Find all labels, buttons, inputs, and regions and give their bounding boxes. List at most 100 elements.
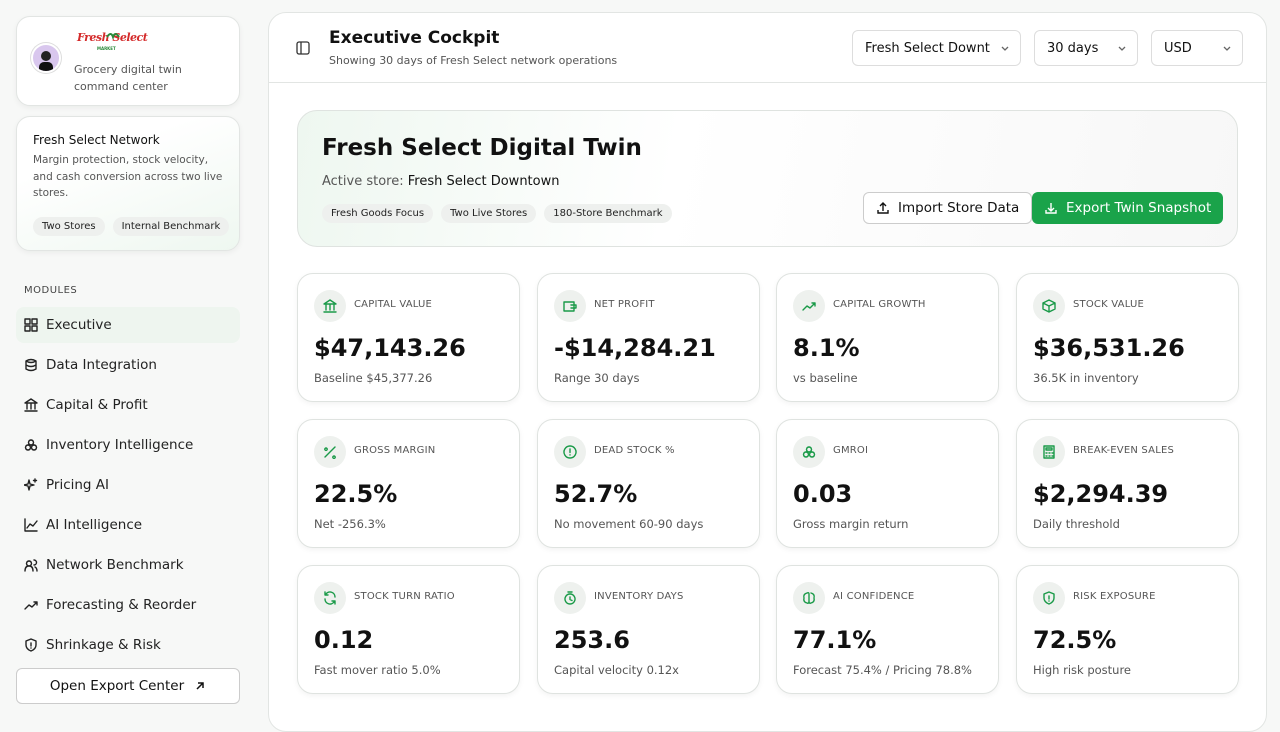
active-store: Active store: Fresh Select Downtown <box>322 174 559 189</box>
network-tag: Two Stores <box>33 217 105 236</box>
metric-label: INVENTORY DAYS <box>594 591 684 602</box>
metric-label: CAPITAL VALUE <box>354 299 433 310</box>
select[interactable]: 30 days <box>1034 30 1138 66</box>
metric-note: Baseline $45,377.26 <box>314 371 433 385</box>
download-icon <box>1045 203 1057 214</box>
icon <box>1043 591 1055 605</box>
export-button[interactable]: Export Twin Snapshot <box>1032 192 1224 224</box>
network-description: Margin protection, stock velocity, and c… <box>33 154 223 199</box>
metric-card: AI CONFIDENCE 77.1% Forecast 75.4% / Prici… <box>776 565 999 694</box>
metric-label: RISK EXPOSURE <box>1073 591 1156 602</box>
icon <box>802 446 816 458</box>
logo-leaf <box>106 33 120 39</box>
metric-value: 52.7% <box>554 480 638 508</box>
active-store-name: Fresh Select Downtown <box>407 174 560 189</box>
export-center-button[interactable]: Open Export Center <box>16 668 240 704</box>
module-item[interactable]: Capital & Profit <box>16 387 240 423</box>
tagline: Grocery digital twin command center <box>74 63 182 93</box>
select-value: Fresh Select Downtown <box>865 40 990 56</box>
metric-value: $47,143.26 <box>314 334 466 362</box>
metric-card: DEAD STOCK % 52.7% No movement 60-90 days <box>537 419 760 548</box>
icon <box>563 445 577 459</box>
metric-note: Capital velocity 0.12x <box>554 663 679 677</box>
module-label: Capital & Profit <box>46 397 148 413</box>
metric-icon <box>314 582 346 614</box>
logo-sub: MARKET <box>97 46 116 51</box>
metric-icon <box>314 436 346 468</box>
metric-card: RISK EXPOSURE 72.5% High risk posture <box>1016 565 1239 694</box>
hero-tags: Fresh Goods Focus Two Live Stores 180-Stor… <box>322 201 680 223</box>
module-item[interactable]: Pricing AI <box>16 467 240 503</box>
metric-note: No movement 60-90 days <box>554 517 704 531</box>
network-tag: Internal Benchmark <box>112 217 230 236</box>
icon <box>1043 445 1055 459</box>
select-value: USD <box>1164 40 1192 56</box>
module-label: Shrinkage & Risk <box>46 637 161 653</box>
icon <box>564 591 576 605</box>
icon <box>25 638 37 652</box>
select[interactable]: USD <box>1151 30 1243 66</box>
metric-note: vs baseline <box>793 371 858 385</box>
module-item[interactable]: Shrinkage & Risk <box>16 627 240 663</box>
module-item[interactable]: Forecasting & Reorder <box>16 587 240 623</box>
metric-value: 8.1% <box>793 334 860 362</box>
avatar <box>31 43 61 73</box>
export-center-label: Open Export Center <box>49 678 185 694</box>
icon <box>25 358 37 372</box>
select[interactable]: Fresh Select Downtown <box>852 30 1021 66</box>
header: Executive Cockpit Showing 30 days of Fre… <box>269 13 1266 83</box>
icon <box>24 478 38 491</box>
hero-tag: 180-Store Benchmark <box>544 204 672 223</box>
metric-value: $2,294.39 <box>1033 480 1169 508</box>
sidebar-toggle[interactable] <box>296 41 310 55</box>
metric-icon <box>793 582 825 614</box>
metric-value: -$14,284.21 <box>554 334 716 362</box>
icon <box>24 518 38 532</box>
metric-icon <box>1033 290 1065 322</box>
module-item[interactable]: Network Benchmark <box>16 547 240 583</box>
metric-note: Daily threshold <box>1033 517 1120 531</box>
metric-card: CAPITAL GROWTH 8.1% vs baseline <box>776 273 999 402</box>
module-item[interactable]: Inventory Intelligence <box>16 427 240 463</box>
metric-card: STOCK VALUE $36,531.26 36.5K in inventory <box>1016 273 1239 402</box>
hero-tag: Fresh Goods Focus <box>322 204 434 223</box>
module-item[interactable]: Data Integration <box>16 347 240 383</box>
metric-label: DEAD STOCK % <box>594 445 675 456</box>
metric-label: GMROI <box>833 445 869 456</box>
hero-card: Fresh Select Digital Twin Active store: … <box>297 110 1238 247</box>
metric-note: Forecast 75.4% / Pricing 78.8% <box>793 663 972 677</box>
module-label: Data Integration <box>46 357 157 373</box>
metric-value: 77.1% <box>793 626 877 654</box>
module-label: Network Benchmark <box>46 557 184 573</box>
metric-icon <box>1033 436 1065 468</box>
metric-value: $36,531.26 <box>1033 334 1185 362</box>
module-label: Forecasting & Reorder <box>46 597 197 613</box>
select-value: 30 days <box>1047 40 1099 56</box>
metric-card: BREAK-EVEN SALES $2,294.39 Daily threshold <box>1016 419 1239 548</box>
module-label: Inventory Intelligence <box>46 437 194 453</box>
metric-icon <box>793 290 825 322</box>
icon <box>24 601 38 610</box>
metric-icon <box>793 436 825 468</box>
export-label: Export Twin Snapshot <box>1066 200 1212 216</box>
module-label: Executive <box>46 317 112 333</box>
icon <box>324 591 336 605</box>
metric-icon <box>554 582 586 614</box>
module-label: Pricing AI <box>46 477 110 493</box>
hero-title: Fresh Select Digital Twin <box>322 135 642 161</box>
page-title: Executive Cockpit <box>329 28 500 48</box>
network-title: Fresh Select Network <box>33 133 160 147</box>
icon <box>24 559 38 572</box>
metric-note: Gross margin return <box>793 517 909 531</box>
module-item[interactable]: Executive <box>16 307 240 343</box>
metric-value: 0.12 <box>314 626 374 654</box>
page-subtitle: Showing 30 days of Fresh Select network … <box>329 54 618 67</box>
icon <box>24 398 38 412</box>
module-item[interactable]: AI Intelligence <box>16 507 240 543</box>
metric-card: GMROI 0.03 Gross margin return <box>776 419 999 548</box>
metric-note: 36.5K in inventory <box>1033 371 1139 385</box>
import-button[interactable]: Import Store Data <box>863 192 1033 224</box>
metric-value: 72.5% <box>1033 626 1117 654</box>
metric-label: AI CONFIDENCE <box>833 591 915 602</box>
